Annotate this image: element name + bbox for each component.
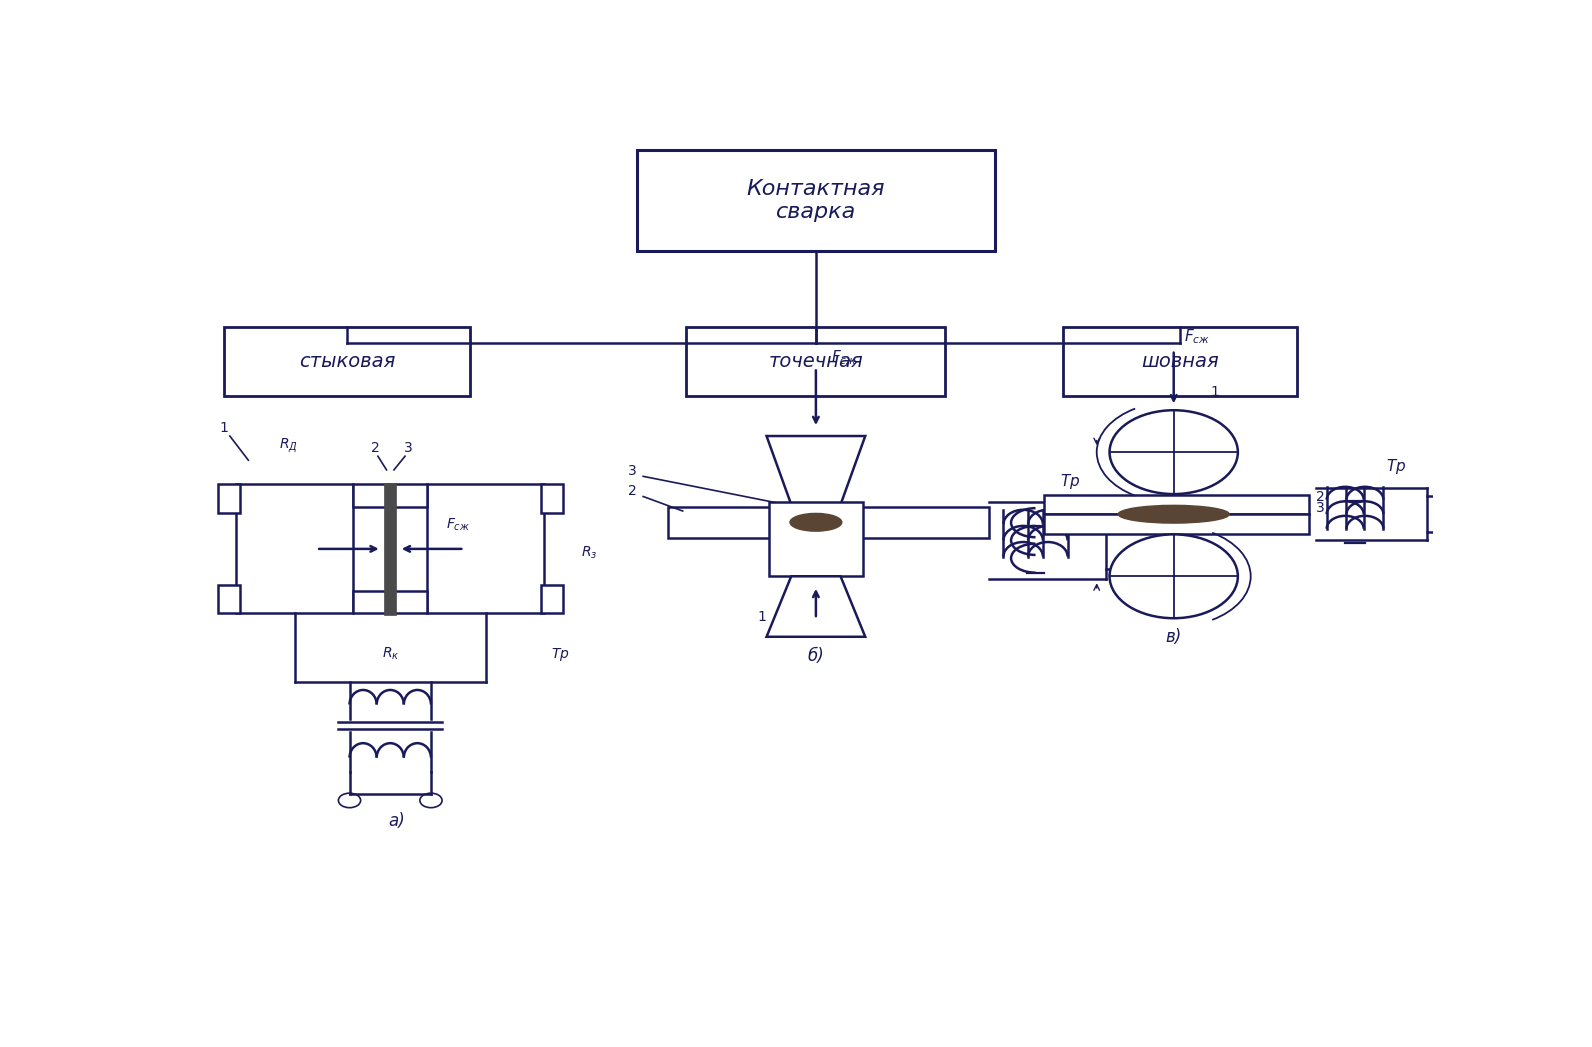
Bar [218,485,240,513]
Text: б): б) [807,647,825,665]
Bar [353,591,427,614]
Text: 1: 1 [1210,384,1219,399]
Text: 3: 3 [404,441,412,455]
Bar [1062,327,1297,396]
Bar [637,150,995,250]
Text: $F_{сж}$: $F_{сж}$ [1183,328,1210,347]
Bar [541,585,564,614]
Text: шовная: шовная [1141,352,1219,371]
Text: 2: 2 [629,484,637,498]
Text: $F_{сж}$: $F_{сж}$ [831,348,856,366]
Ellipse shape [1118,506,1229,524]
Bar [686,327,946,396]
Text: $R_{к}$: $R_{к}$ [382,646,400,662]
Text: $Тр$: $Тр$ [551,646,570,663]
Polygon shape [767,436,866,505]
Text: 2: 2 [1315,490,1325,504]
Bar [669,507,989,537]
Text: 1: 1 [758,609,767,624]
Bar [236,485,353,614]
Text: в): в) [1165,628,1181,646]
Text: стыковая: стыковая [299,352,395,371]
Bar [384,483,396,615]
Text: $Тр$: $Тр$ [1387,456,1406,475]
Bar [353,485,427,507]
Text: точечная: точечная [769,352,863,371]
Circle shape [1110,410,1239,494]
Bar [769,503,863,576]
Bar [218,585,240,614]
Text: 3: 3 [1315,502,1325,515]
Text: 1: 1 [220,421,228,435]
Text: 2: 2 [371,441,380,455]
Bar [223,327,471,396]
Text: а): а) [388,812,404,830]
Bar [1044,495,1309,514]
Text: Контактная
сварка: Контактная сварка [747,179,885,222]
Text: $F_{сж}$: $F_{сж}$ [446,517,470,533]
Text: $R_{з}$: $R_{з}$ [581,544,599,561]
Text: $Тр$: $Тр$ [1060,472,1081,491]
Bar [427,485,544,614]
Ellipse shape [790,513,842,531]
Text: $R_{Д}$: $R_{Д}$ [279,437,298,456]
Bar [541,485,564,513]
Circle shape [1110,534,1239,618]
Text: 3: 3 [629,464,637,477]
Bar [1044,514,1309,534]
Polygon shape [767,576,866,637]
